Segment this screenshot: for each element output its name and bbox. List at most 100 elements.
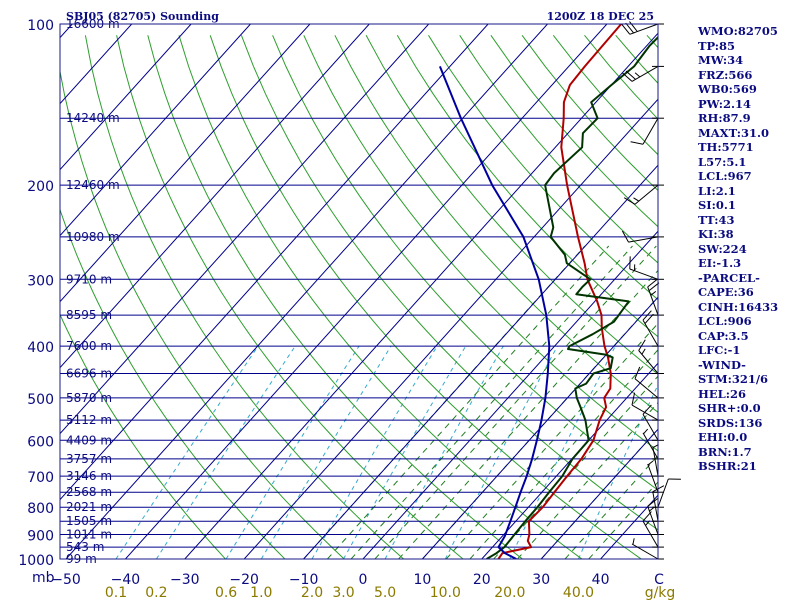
wind-barb-shaft [647, 286, 659, 316]
pressure-tick-label: 300 [27, 273, 54, 289]
moist-adiabat [398, 269, 658, 559]
index-th: TH:5771 [698, 140, 754, 154]
isotherm [184, 32, 658, 559]
wind-barb [647, 498, 664, 535]
height-label: 543 m [66, 540, 104, 554]
wind-barb-half [645, 520, 651, 526]
isotherm [125, 24, 608, 559]
index-brn: BRN:1.7 [698, 444, 752, 459]
wind-barb-shaft [634, 378, 659, 399]
index-ehi: EHI:0.0 [698, 430, 748, 444]
wind-barb [647, 278, 664, 316]
wind-barb-shaft [642, 319, 659, 347]
index-tt: TT:43 [698, 212, 735, 227]
mixing-ratio-tick-label: 2.0 [301, 585, 323, 600]
temperature-tick-label: 0 [359, 572, 368, 588]
wind-barb-half [649, 506, 655, 512]
wind-barb-flag [648, 282, 660, 291]
height-label: 9710 m [66, 272, 112, 286]
temperature-tick-label: 10 [413, 572, 431, 588]
mixing-ratio-tick-label: 0.6 [215, 585, 237, 600]
wind-barb-shaft [629, 23, 659, 35]
height-label: 3146 m [66, 469, 112, 483]
wind-barb-flag [647, 278, 658, 288]
chart-title: SBJ05 (82705) Sounding [66, 10, 219, 23]
temperature-tick-label: −40 [111, 572, 141, 588]
index-shr: SHR+:0.0 [698, 401, 761, 415]
wind-barb-shaft [631, 65, 659, 82]
height-label: 4409 m [66, 433, 112, 447]
wind-barb-shaft [657, 478, 669, 508]
wind-barb-half [633, 197, 640, 202]
wind-barb-shaft [652, 491, 659, 522]
wind-barb [623, 184, 664, 205]
mixing-ratio-tick-label: 40.0 [563, 585, 594, 600]
wind-barb-flag [638, 339, 646, 351]
wind-barb-shaft [631, 543, 659, 560]
index-li: LI:2.1 [698, 183, 736, 198]
index-hel: HEL:26 [698, 386, 746, 401]
moist-adiabat [374, 245, 657, 559]
wind-barbs [621, 21, 681, 560]
mixing-ratio-tick-label: 0.2 [145, 585, 167, 600]
mixing-ratio-tick-label: 0.1 [105, 585, 127, 600]
pressure-tick-label: 200 [27, 179, 54, 195]
temperature-tick-label: −20 [229, 572, 259, 588]
temperature-tick-label: −10 [289, 572, 319, 588]
temperature-tick-label: 30 [532, 572, 550, 588]
mixing-ratio-tick-label: 20.0 [494, 585, 525, 600]
isotherm [303, 164, 658, 559]
isotherm [60, 24, 430, 435]
index-wmo: WMO:82705 [698, 24, 778, 38]
height-label: 6696 m [66, 367, 112, 381]
moist-adiabat [517, 401, 658, 559]
height-label: 14240 m [66, 111, 120, 125]
wind-barb [638, 339, 664, 374]
height-label: 10980 m [66, 230, 120, 244]
dry-adiabat [147, 35, 524, 559]
height-label: 12460 m [66, 178, 120, 192]
wind-barb-flag [642, 310, 652, 321]
moist-adiabat [493, 375, 658, 559]
wind-barb-half [647, 460, 654, 466]
parcel-line [438, 66, 551, 559]
temperature-tick-label: 40 [592, 572, 610, 588]
plot-background [60, 24, 658, 559]
profile-lines [438, 24, 658, 559]
pressure-tick-label: 600 [27, 434, 54, 450]
wind-barb-shaft [638, 350, 659, 374]
wind-barb-shaft [628, 236, 659, 243]
index-parcel-lcl: LCL:906 [698, 314, 752, 328]
isotherms [60, 24, 658, 559]
isotherm [60, 24, 370, 369]
dewpoint-line [486, 35, 658, 559]
moist-adiabat [469, 349, 658, 559]
index-rh: RH:87.9 [698, 111, 751, 125]
wind-barb-flag [629, 21, 638, 32]
index-cape: CAPE:36 [698, 285, 754, 299]
isotherm [60, 24, 311, 303]
height-label: 3757 m [66, 452, 112, 466]
xlabel: C [654, 572, 664, 588]
temperature-line [497, 24, 622, 559]
isotherm [243, 98, 658, 559]
wind-barb-flag [631, 392, 636, 406]
wind-barb-flag [630, 141, 644, 145]
index-maxt: MAXT:31.0 [698, 125, 769, 140]
index-si: SI:0.1 [698, 198, 736, 212]
temperature-tick-label: −50 [51, 572, 81, 588]
height-label: 1505 m [66, 514, 112, 528]
index-srds: SRDS:136 [698, 415, 763, 430]
dry-adiabat [240, 35, 658, 531]
wind-barb-flag [625, 22, 634, 34]
dry-adiabat [365, 35, 658, 375]
isotherm [481, 362, 658, 559]
section-parcel: -PARCEL- [698, 270, 760, 285]
wind-barb-flag [634, 366, 641, 379]
dry-adiabat [116, 35, 464, 559]
indices-panel: WMO:82705 TP:85 MW:34 FRZ:566 WB0:569 PW… [698, 24, 800, 474]
index-pw: PW:2.14 [698, 96, 752, 111]
chart-subtitle: 1200Z 18 DEC 25 [547, 10, 654, 23]
